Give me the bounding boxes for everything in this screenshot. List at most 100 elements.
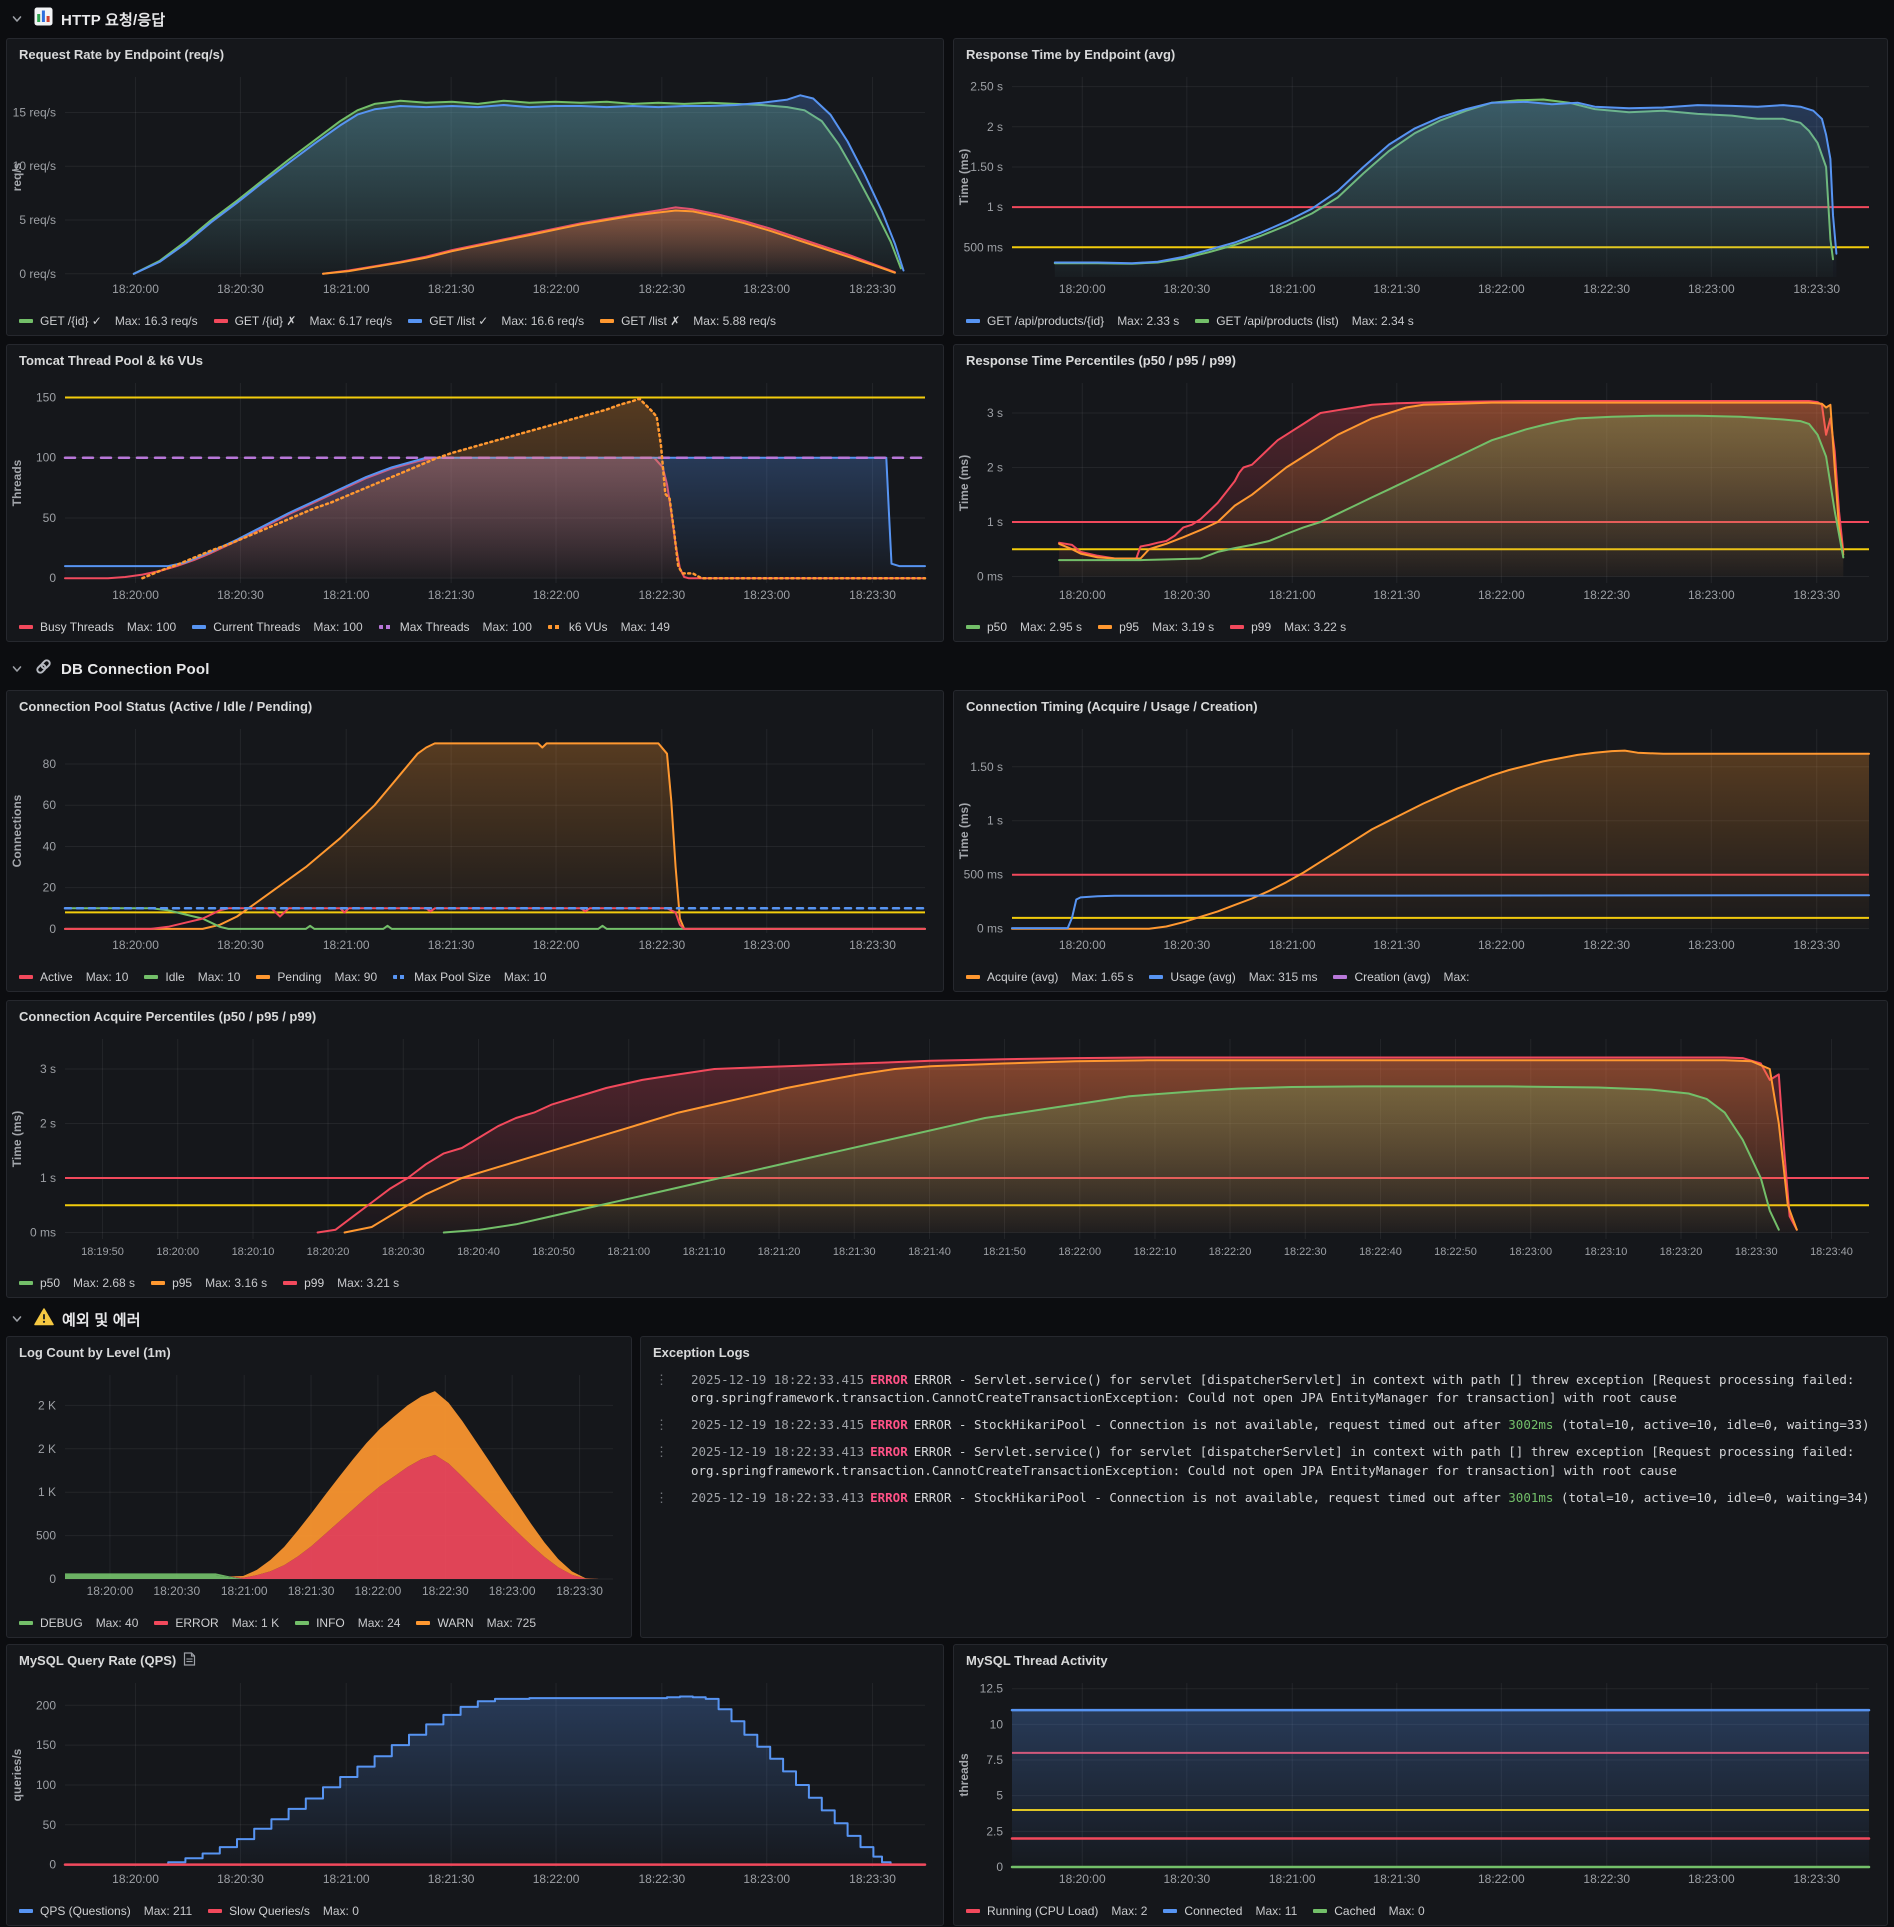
legend-series-max: Max: 10 xyxy=(85,970,129,984)
log-row[interactable]: ⋮ 2025-12-19 18:22:33.413 ERROR ERROR - Sto… xyxy=(655,1489,1875,1507)
time-series-plot[interactable]: 500 ms 1 s 1.50 s 2 s 2.50 s 18:20:00 18:20:30… xyxy=(956,69,1879,299)
legend-item[interactable]: p95 Max: 3.16 s xyxy=(151,1276,267,1290)
legend-item[interactable]: ERROR Max: 1 K xyxy=(154,1616,279,1630)
legend-item[interactable]: p95 Max: 3.19 s xyxy=(1098,620,1214,634)
time-series-plot[interactable]: 0 2.5 5 7.5 10 12.5 18:20:00 18:20:30 18:21:00 18… xyxy=(956,1675,1879,1889)
legend-item[interactable]: Pending Max: 90 xyxy=(256,970,377,984)
log-row-menu-icon[interactable]: ⋮ xyxy=(655,1490,668,1506)
legend-item[interactable]: GET /{id} ✓ Max: 16.3 req/s xyxy=(19,314,198,328)
legend-item[interactable]: GET /{id} ✗ Max: 6.17 req/s xyxy=(213,314,393,328)
svg-text:100: 100 xyxy=(36,451,56,465)
legend-item[interactable]: Usage (avg) Max: 315 ms xyxy=(1149,970,1317,984)
legend-item[interactable]: Running (CPU Load) Max: 2 xyxy=(966,1904,1147,1918)
legend-item[interactable]: Idle Max: 10 xyxy=(144,970,240,984)
legend-series-swatch xyxy=(547,625,562,629)
legend-item[interactable]: INFO Max: 24 xyxy=(295,1616,400,1630)
chevron-down-icon[interactable] xyxy=(8,10,26,28)
legend-series-label: Busy Threads xyxy=(40,620,114,634)
legend: Busy Threads Max: 100 Current Threads Max: … xyxy=(19,620,935,634)
row-header-db-pool[interactable]: DB Connection Pool xyxy=(8,656,210,682)
panel-title[interactable]: Log Count by Level (1m) xyxy=(19,1344,171,1360)
time-series-plot[interactable]: 0 ms 500 ms 1 s 1.50 s 18:20:00 18:20:30 18:21… xyxy=(956,721,1879,955)
svg-text:18:21:10: 18:21:10 xyxy=(683,1246,726,1258)
legend-item[interactable]: GET /api/products (list) Max: 2.34 s xyxy=(1195,314,1414,328)
legend-item[interactable]: Slow Queries/s Max: 0 xyxy=(208,1904,359,1918)
legend-item[interactable]: Busy Threads Max: 100 xyxy=(19,620,176,634)
legend-item[interactable]: Max Threads Max: 100 xyxy=(378,620,532,634)
legend-series-label: p50 xyxy=(40,1276,61,1290)
legend-item[interactable]: GET /list ✗ Max: 5.88 req/s xyxy=(600,314,776,328)
legend-item[interactable]: p99 Max: 3.21 s xyxy=(283,1276,399,1290)
svg-text:50: 50 xyxy=(43,511,57,525)
legend: QPS (Questions) Max: 211 Slow Queries/s Max… xyxy=(19,1904,935,1918)
svg-text:18:23:30: 18:23:30 xyxy=(1793,938,1840,952)
row-header-errors[interactable]: 예외 및 에러 xyxy=(8,1306,141,1332)
panel-description-icon[interactable] xyxy=(183,1651,196,1669)
legend-item[interactable]: p50 Max: 2.95 s xyxy=(966,620,1082,634)
panel-mysql-threads: MySQL Thread Activity 0 2.5 5 7.5 10 12.5 18:2… xyxy=(953,1644,1888,1926)
log-row[interactable]: ⋮ 2025-12-19 18:22:33.413 ERROR ERROR - Ser… xyxy=(655,1443,1875,1479)
svg-text:threads: threads xyxy=(957,1753,971,1797)
legend-series-label: Max Pool Size xyxy=(414,970,491,984)
time-series-plot[interactable]: 0 50 100 150 200 18:20:00 18:20:30 18:21:00 18:2… xyxy=(9,1675,935,1889)
svg-text:18:23:30: 18:23:30 xyxy=(1793,282,1840,296)
panel-title[interactable]: Connection Pool Status (Active / Idle / … xyxy=(19,698,313,714)
legend-item[interactable]: GET /list ✓ Max: 16.6 req/s xyxy=(408,314,584,328)
panel-rt-percentiles: Response Time Percentiles (p50 / p95 / p… xyxy=(953,344,1888,642)
legend-series-label: Cached xyxy=(1334,1904,1376,1918)
bar-chart-icon xyxy=(34,7,53,31)
log-row-menu-icon[interactable]: ⋮ xyxy=(655,1445,668,1461)
time-series-plot[interactable]: 0 20 40 60 80 18:20:00 18:20:30 18:21:00 18:21:3… xyxy=(9,721,935,955)
time-series-plot[interactable]: 0 req/s 5 req/s 10 req/s 15 req/s 18:20:00 18… xyxy=(9,69,935,299)
legend-item[interactable]: p99 Max: 3.22 s xyxy=(1230,620,1346,634)
legend-item[interactable]: Acquire (avg) Max: 1.65 s xyxy=(966,970,1133,984)
panel-title[interactable]: Tomcat Thread Pool & k6 VUs xyxy=(19,352,203,368)
log-row-menu-icon[interactable]: ⋮ xyxy=(655,1418,668,1434)
panel-title[interactable]: Exception Logs xyxy=(653,1344,750,1360)
svg-text:50: 50 xyxy=(43,1818,57,1832)
log-row[interactable]: ⋮ 2025-12-19 18:22:33.415 ERROR ERROR - Ser… xyxy=(655,1371,1875,1407)
legend-series-label: DEBUG xyxy=(40,1616,83,1630)
legend-item[interactable]: GET /api/products/{id} Max: 2.33 s xyxy=(966,314,1179,328)
legend-series-label: k6 VUs xyxy=(568,620,608,634)
log-list[interactable]: ⋮ 2025-12-19 18:22:33.415 ERROR ERROR - Ser… xyxy=(655,1371,1875,1629)
panel-title[interactable]: MySQL Query Rate (QPS) xyxy=(7,1645,943,1675)
panel-title[interactable]: Connection Timing (Acquire / Usage / Cre… xyxy=(966,698,1258,714)
legend-item[interactable]: Cached Max: 0 xyxy=(1313,1904,1425,1918)
legend-series-label: GET /list ✓ xyxy=(429,314,489,328)
log-row[interactable]: ⋮ 2025-12-19 18:22:33.415 ERROR ERROR - Sto… xyxy=(655,1416,1875,1434)
legend-item[interactable]: Creation (avg) Max: xyxy=(1333,970,1470,984)
legend-item[interactable]: Max Pool Size Max: 10 xyxy=(393,970,547,984)
time-series-plot[interactable]: 0 ms 1 s 2 s 3 s 18:19:50 18:20:00 18:20:10 18:… xyxy=(9,1031,1879,1261)
svg-text:2.5: 2.5 xyxy=(986,1824,1003,1838)
legend-series-max: Max: 6.17 req/s xyxy=(309,314,393,328)
svg-text:18:20:30: 18:20:30 xyxy=(217,938,264,952)
chevron-down-icon[interactable] xyxy=(8,660,26,678)
svg-text:3 s: 3 s xyxy=(40,1062,56,1076)
legend-item[interactable]: p50 Max: 2.68 s xyxy=(19,1276,135,1290)
legend-series-max: Max: 2 xyxy=(1111,1904,1148,1918)
row-header-http[interactable]: HTTP 요청/응답 xyxy=(8,6,165,32)
log-timestamp: 2025-12-19 18:22:33.415 xyxy=(691,1417,865,1433)
svg-text:18:20:40: 18:20:40 xyxy=(457,1246,500,1258)
log-row-menu-icon[interactable]: ⋮ xyxy=(655,1373,668,1388)
panel-title[interactable]: Response Time by Endpoint (avg) xyxy=(966,46,1176,62)
legend-item[interactable]: DEBUG Max: 40 xyxy=(19,1616,138,1630)
time-series-plot[interactable]: 0 ms 1 s 2 s 3 s 18:20:00 18:20:30 18:21:00 18:… xyxy=(956,375,1879,605)
legend-item[interactable]: Active Max: 10 xyxy=(19,970,128,984)
legend-series-label: WARN xyxy=(437,1616,474,1630)
chevron-down-icon[interactable] xyxy=(8,1310,26,1328)
panel-title[interactable]: Connection Acquire Percentiles (p50 / p9… xyxy=(19,1008,317,1024)
legend-item[interactable]: Connected Max: 11 xyxy=(1163,1904,1297,1918)
legend-series-swatch xyxy=(1313,1909,1328,1913)
legend-item[interactable]: k6 VUs Max: 149 xyxy=(547,620,670,634)
legend-item[interactable]: Current Threads Max: 100 xyxy=(192,620,363,634)
legend-item[interactable]: WARN Max: 725 xyxy=(416,1616,536,1630)
panel-title[interactable]: Response Time Percentiles (p50 / p95 / p… xyxy=(966,352,1236,368)
legend-item[interactable]: QPS (Questions) Max: 211 xyxy=(19,1904,192,1918)
panel-title[interactable]: MySQL Thread Activity xyxy=(966,1652,1108,1668)
panel-title[interactable]: Request Rate by Endpoint (req/s) xyxy=(19,46,225,62)
time-series-plot[interactable]: 0 50 100 150 18:20:00 18:20:30 18:21:00 18:21:3… xyxy=(9,375,935,605)
time-series-plot[interactable]: 0 500 1 K 2 K 2 K 18:20:00 18:20:30 18:21:00 18:… xyxy=(9,1367,623,1601)
svg-text:18:20:00: 18:20:00 xyxy=(112,282,159,296)
